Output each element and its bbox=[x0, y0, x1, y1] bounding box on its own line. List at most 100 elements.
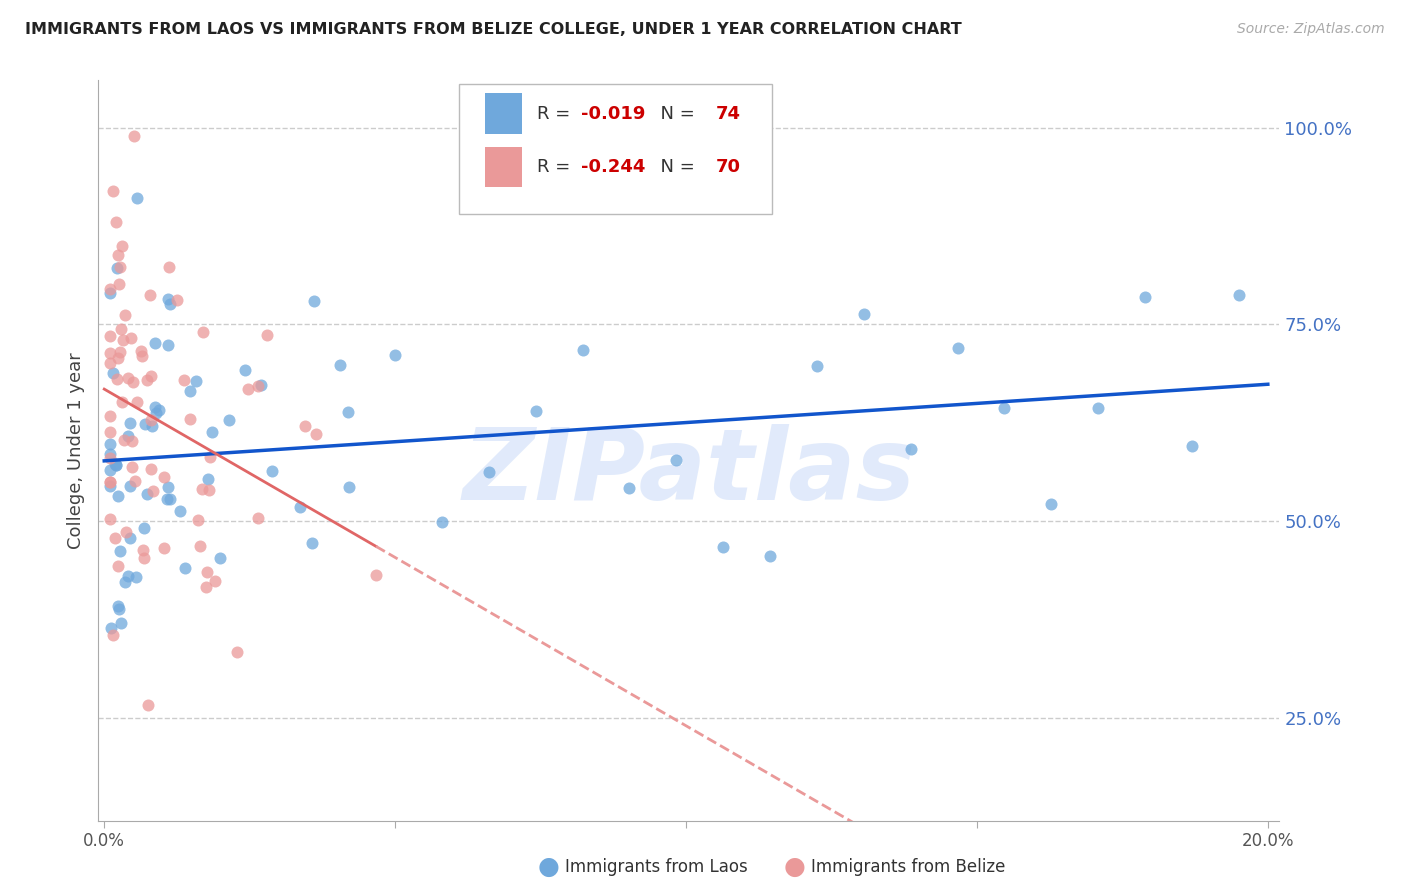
Point bbox=[198, 483, 221, 497]
Point bbox=[900, 442, 922, 457]
Point bbox=[204, 574, 226, 588]
Point bbox=[114, 309, 136, 323]
Point bbox=[188, 539, 211, 553]
Point bbox=[142, 483, 165, 498]
Point bbox=[125, 191, 148, 205]
Point bbox=[247, 379, 270, 393]
FancyBboxPatch shape bbox=[458, 84, 772, 213]
Point bbox=[114, 575, 136, 590]
Point bbox=[148, 403, 170, 417]
Point bbox=[524, 404, 547, 418]
Point bbox=[806, 359, 828, 373]
Point bbox=[247, 511, 270, 525]
Text: N =: N = bbox=[648, 158, 700, 176]
Point bbox=[250, 377, 273, 392]
Text: ●: ● bbox=[537, 855, 560, 879]
Point bbox=[117, 569, 139, 583]
Point bbox=[100, 621, 122, 635]
FancyBboxPatch shape bbox=[485, 94, 523, 134]
Point bbox=[107, 602, 129, 616]
Point bbox=[121, 434, 143, 448]
Point bbox=[1087, 401, 1109, 416]
Point bbox=[98, 479, 121, 493]
Point bbox=[107, 248, 129, 262]
Point bbox=[107, 558, 129, 573]
Point bbox=[136, 373, 159, 387]
Text: Immigrants from Laos: Immigrants from Laos bbox=[565, 858, 748, 876]
Point bbox=[711, 540, 734, 554]
Point bbox=[179, 384, 201, 399]
Point bbox=[294, 419, 316, 434]
Point bbox=[186, 375, 208, 389]
Point bbox=[98, 446, 121, 460]
Text: 74: 74 bbox=[716, 104, 741, 122]
Point bbox=[98, 356, 121, 370]
Point bbox=[337, 405, 360, 419]
Text: ●: ● bbox=[783, 855, 806, 879]
Point bbox=[98, 475, 121, 489]
Point bbox=[117, 429, 139, 443]
Point bbox=[98, 451, 121, 466]
Point bbox=[98, 475, 121, 490]
Point bbox=[104, 215, 127, 229]
Point bbox=[120, 479, 142, 493]
Point bbox=[478, 465, 501, 479]
Point bbox=[107, 351, 129, 365]
Point bbox=[103, 628, 125, 642]
Point bbox=[98, 437, 121, 451]
Point bbox=[139, 462, 162, 476]
Point bbox=[191, 482, 214, 496]
Point bbox=[122, 375, 145, 389]
Text: IMMIGRANTS FROM LAOS VS IMMIGRANTS FROM BELIZE COLLEGE, UNDER 1 YEAR CORRELATION: IMMIGRANTS FROM LAOS VS IMMIGRANTS FROM … bbox=[25, 22, 962, 37]
Point bbox=[110, 616, 132, 631]
Point bbox=[118, 531, 141, 545]
Point bbox=[98, 512, 121, 526]
Point bbox=[197, 472, 219, 486]
Point bbox=[132, 543, 155, 558]
Point bbox=[141, 369, 163, 384]
Text: ZIPatlas: ZIPatlas bbox=[463, 425, 915, 521]
Point bbox=[110, 260, 132, 274]
Point bbox=[125, 570, 148, 584]
Point bbox=[118, 416, 141, 430]
Point bbox=[108, 544, 131, 558]
Point bbox=[98, 463, 121, 477]
Text: Source: ZipAtlas.com: Source: ZipAtlas.com bbox=[1237, 22, 1385, 37]
Point bbox=[108, 277, 131, 292]
Point bbox=[122, 129, 145, 144]
Text: R =: R = bbox=[537, 158, 575, 176]
Point bbox=[159, 297, 181, 311]
Point bbox=[233, 363, 256, 377]
Point bbox=[121, 460, 143, 475]
Point bbox=[98, 425, 121, 439]
Point bbox=[98, 409, 121, 424]
Point bbox=[145, 335, 167, 350]
Point bbox=[173, 373, 195, 387]
Text: N =: N = bbox=[648, 104, 700, 122]
Point bbox=[1181, 439, 1204, 453]
Point bbox=[329, 358, 352, 372]
Point bbox=[194, 580, 217, 594]
Point bbox=[201, 425, 224, 439]
Point bbox=[993, 401, 1015, 416]
Point bbox=[131, 349, 153, 363]
Point bbox=[98, 282, 121, 296]
Point bbox=[159, 492, 181, 507]
Point bbox=[208, 551, 231, 566]
Point bbox=[166, 293, 188, 307]
Point bbox=[107, 599, 129, 613]
Point bbox=[195, 565, 218, 579]
Point bbox=[103, 366, 125, 380]
Point bbox=[145, 406, 167, 420]
Point bbox=[759, 549, 782, 563]
Point bbox=[98, 345, 121, 359]
Point bbox=[1040, 497, 1063, 511]
Point bbox=[98, 286, 121, 301]
Point bbox=[132, 521, 155, 535]
Point bbox=[141, 419, 163, 434]
Point bbox=[157, 480, 180, 494]
Point bbox=[946, 341, 969, 355]
Point bbox=[108, 345, 131, 359]
Point bbox=[111, 394, 134, 409]
Point bbox=[187, 512, 209, 526]
